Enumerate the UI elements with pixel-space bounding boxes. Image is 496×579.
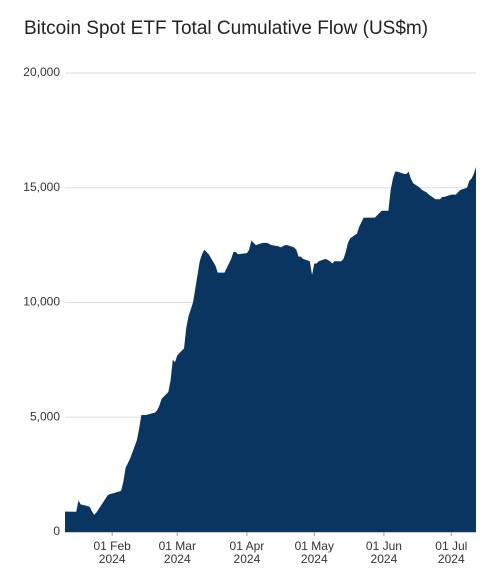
y-tick-label: 15,000 <box>23 180 60 194</box>
x-tick-label: 01 Jun 2024 <box>365 539 402 566</box>
x-tick-label: 01 Feb 2024 <box>93 539 131 566</box>
x-tick-label: 01 Jul 2024 <box>435 539 468 566</box>
y-tick-label: 0 <box>53 524 60 538</box>
x-tick-label: 01 Mar 2024 <box>158 539 196 566</box>
y-tick-label: 20,000 <box>23 65 60 79</box>
x-tick-label: 01 Apr 2024 <box>229 539 265 566</box>
area <box>65 167 476 532</box>
y-tick-label: 5,000 <box>30 409 60 423</box>
y-tick-label: 10,000 <box>23 295 60 309</box>
chart-title: Bitcoin Spot ETF Total Cumulative Flow (… <box>24 18 428 39</box>
x-tick-label: 01 May 2024 <box>294 539 334 566</box>
